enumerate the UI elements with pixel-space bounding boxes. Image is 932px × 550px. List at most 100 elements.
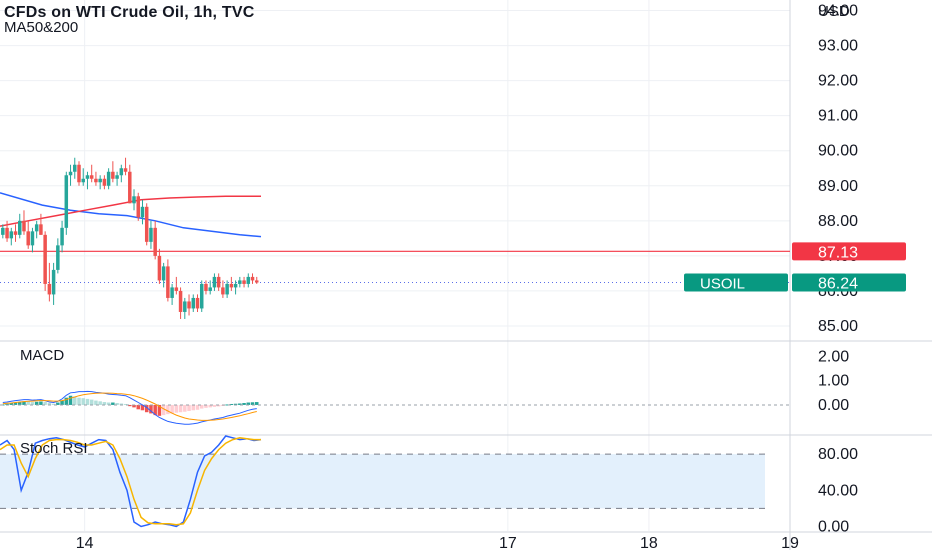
macd-pane-label: MACD [20,347,65,364]
candle [111,171,115,179]
macd-histogram-bar [149,404,153,414]
candle [178,290,183,312]
candle [123,168,128,172]
candle [81,178,85,183]
macd-histogram-bar [187,404,191,411]
macd-histogram-bar [153,404,157,416]
candle [238,280,242,284]
candle [94,178,98,183]
candle [233,283,238,288]
candle [161,266,166,281]
candle [34,224,39,232]
macd-histogram-bar [77,397,81,405]
macd-histogram-bar [166,404,170,415]
macd-histogram-bar [106,402,111,405]
candle [216,276,221,288]
time-tick-label: 19 [781,535,799,550]
macd-signal-line [2,392,257,421]
candle [85,175,90,179]
macd-histogram-bar [5,403,9,405]
candle [174,287,179,291]
macd-histogram-bar [128,404,132,407]
candle [136,196,140,218]
candle [47,283,52,295]
macd-histogram-bar [132,404,136,408]
macd-histogram-bar [51,403,56,405]
macd-histogram-bar [9,403,14,405]
candle [51,269,56,295]
macd-histogram-bar [208,404,212,408]
candle [166,266,170,298]
stoch-tick-label: 40.00 [818,482,858,499]
candle [242,280,246,284]
macd-histogram-bar [94,400,98,405]
last-price-value: 86.24 [818,276,858,293]
macd-histogram-bar [199,404,204,409]
candle [153,227,157,256]
stoch-k-line [0,435,262,528]
price-tick-label: 89.00 [818,178,858,195]
macd-histogram-bar [225,404,229,406]
candle [170,287,174,298]
candle [106,171,111,186]
candle [144,206,149,242]
symbol-tag [684,273,788,292]
macd-histogram-bar [183,404,187,412]
candle [187,301,191,309]
macd-histogram-bar [229,403,234,405]
price-tick-label: 88.00 [818,213,858,230]
macd-histogram-bar [98,401,102,405]
macd-histogram-bar [89,399,94,405]
last-price-tag [792,273,906,292]
macd-histogram-bar [81,398,85,405]
macd-histogram-bar [255,402,259,405]
macd-histogram-bar [64,397,69,405]
currency-label: USD [818,3,850,20]
macd-histogram-bar [161,404,166,416]
candle [195,297,200,309]
chart-title: CFDs on WTI Crude Oil, 1h, TVC [4,4,255,21]
candle [208,287,212,291]
candle [26,231,30,246]
macd-histogram-bar [56,402,60,405]
time-tick-label: 18 [640,535,658,550]
macd-tick-label: 1.00 [818,373,849,390]
time-tick-label: 14 [76,535,94,550]
macd-histogram-bar [212,404,217,407]
macd-histogram-bar [250,402,255,405]
macd-histogram-bar [13,402,18,405]
stoch-tick-label: 80.00 [818,446,858,463]
macd-histogram-bar [157,404,162,416]
ma200-line [0,195,261,227]
macd-histogram-bar [140,404,145,411]
macd-histogram-bar [102,402,107,405]
time-tick-label: 17 [499,535,517,550]
candle [30,231,35,246]
candle [140,206,145,218]
candle [128,171,132,204]
macd-histogram-bar [43,402,47,405]
candle [119,168,124,176]
macd-histogram-bar [216,404,221,407]
candle [183,301,187,312]
price-tick-label: 90.00 [818,143,858,160]
symbol-tag-label: USOIL [700,276,745,293]
candle [102,178,107,186]
indicator-label: MA50&200 [4,19,79,36]
stoch-pane-label: Stoch RSI [20,440,88,457]
price-tick-label: 94.00 [818,3,858,20]
stoch-d-line [0,437,261,526]
candle [255,280,259,283]
price-tick-label: 93.00 [818,38,858,55]
macd-histogram-bar [144,404,149,413]
macd-histogram-bar [178,404,183,413]
candle [221,287,225,295]
macd-histogram-bar [22,401,26,405]
candle [157,255,162,281]
candle [73,164,77,172]
candle [98,178,102,183]
candle [77,164,81,183]
price-tick-label: 91.00 [818,108,858,125]
price-tick-label: 85.00 [818,318,858,335]
